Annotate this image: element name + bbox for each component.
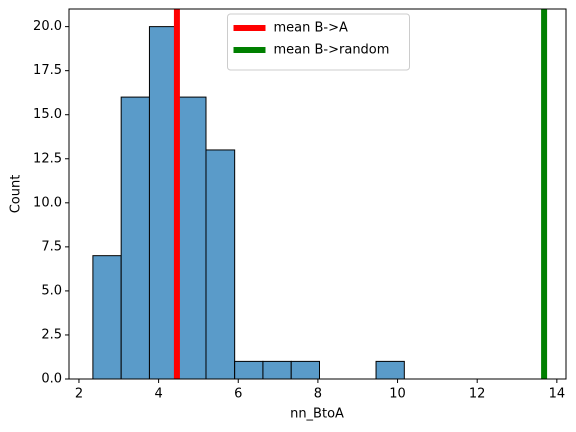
x-tick-label: 8 <box>314 387 322 402</box>
y-tick-label: 5.0 <box>41 283 62 298</box>
legend-label: mean B->A <box>274 21 349 36</box>
x-tick-label: 4 <box>154 387 162 402</box>
y-tick-label: 17.5 <box>33 63 62 78</box>
x-tick-label: 14 <box>549 387 566 402</box>
x-tick-label: 10 <box>389 387 406 402</box>
bar <box>290 360 320 380</box>
bar <box>177 96 207 380</box>
legend-label: mean B->random <box>274 43 390 58</box>
bar <box>234 360 264 380</box>
bar <box>148 26 179 380</box>
legend-box <box>227 13 410 71</box>
bar <box>205 149 236 380</box>
bar <box>375 360 405 380</box>
bar <box>262 360 292 380</box>
x-tick-label: 2 <box>75 387 83 402</box>
bar <box>120 96 150 380</box>
y-tick-label: 20.0 <box>33 19 62 34</box>
y-tick-label: 2.5 <box>41 327 62 342</box>
bar <box>92 255 122 380</box>
x-tick-label: 12 <box>469 387 486 402</box>
y-tick-label: 12.5 <box>33 151 62 166</box>
y-axis-label: Count <box>9 175 24 214</box>
x-tick-label: 6 <box>234 387 242 402</box>
y-tick-label: 7.5 <box>41 239 62 254</box>
y-tick-label: 15.0 <box>33 107 62 122</box>
y-tick-label: 0.0 <box>41 372 62 387</box>
x-axis-label: nn_BtoA <box>290 407 344 422</box>
y-tick-label: 10.0 <box>33 195 62 210</box>
